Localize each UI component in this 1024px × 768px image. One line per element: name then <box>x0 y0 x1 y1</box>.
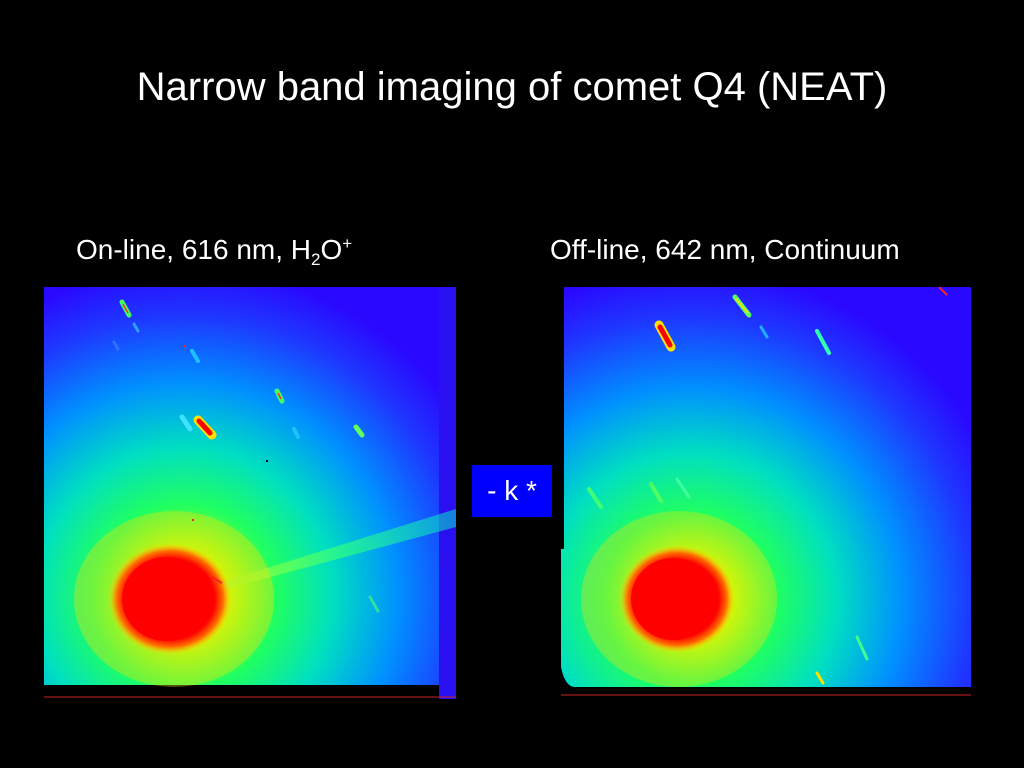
on-line-label: On-line, 616 nm, H2O+ <box>76 232 352 268</box>
slide-title: Narrow band imaging of comet Q4 (NEAT) <box>136 65 888 109</box>
on-line-label-subscript: 2 <box>311 250 321 269</box>
off-line-comet-image <box>561 287 971 697</box>
on-line-label-text: On-line, 616 nm, H <box>76 234 311 265</box>
on-line-label-ion: O <box>320 234 343 265</box>
off-line-label: Off-line, 642 nm, Continuum <box>550 234 900 265</box>
on-line-label-superscript: + <box>342 234 353 253</box>
on-line-comet-image <box>44 287 456 699</box>
subtraction-operator-box: - k * <box>472 465 552 517</box>
